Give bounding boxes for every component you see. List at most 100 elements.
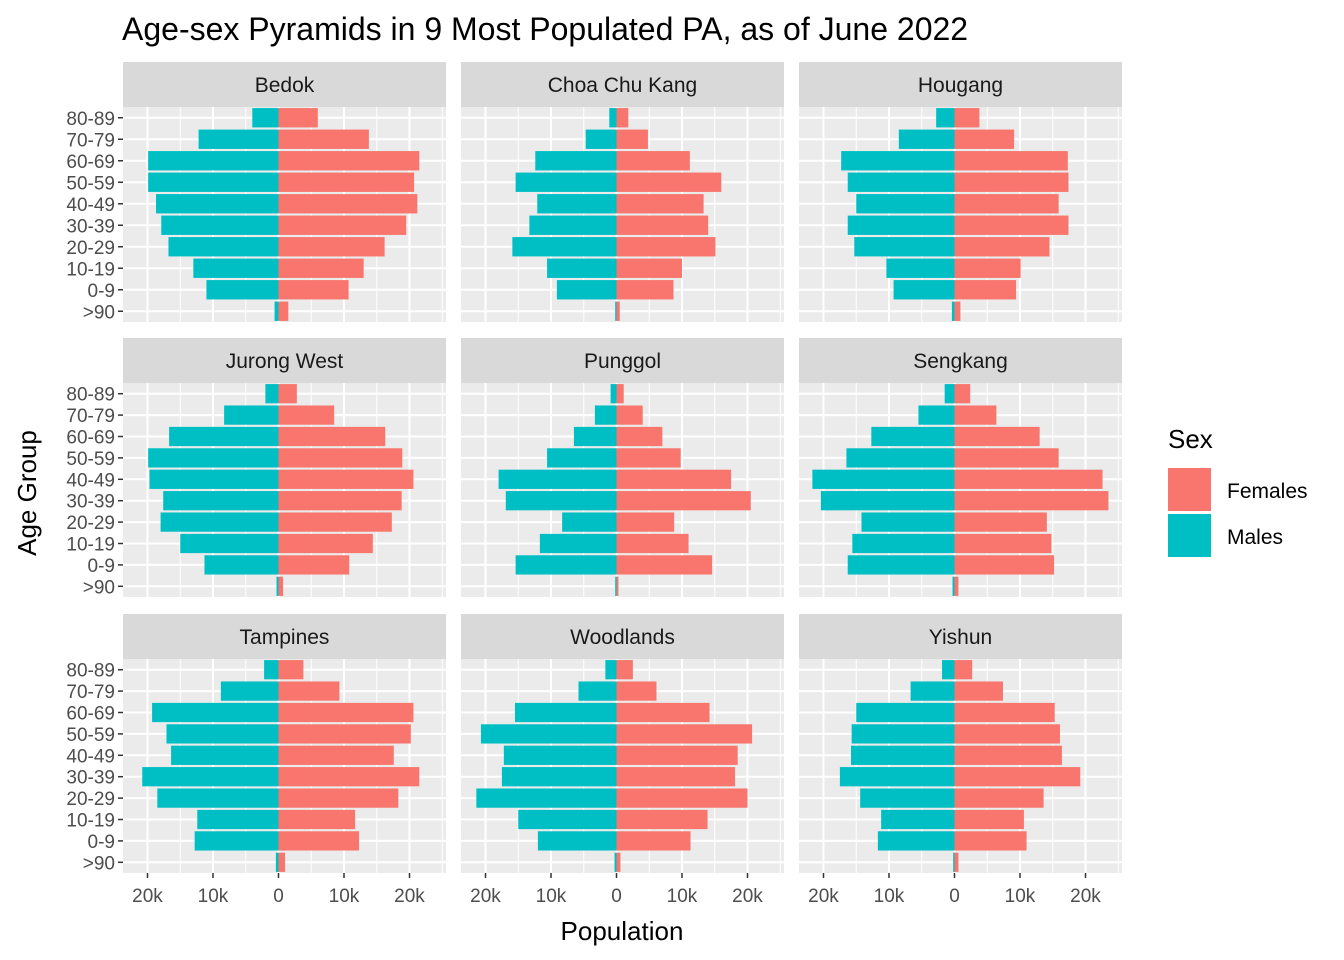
bar-females-tampines [278, 745, 394, 765]
y-tick-label: 0-9 [88, 832, 115, 853]
bar-males-hougang [847, 215, 955, 235]
y-tick-label: 30-39 [66, 216, 115, 237]
y-tick-label: 20-29 [66, 789, 115, 810]
bar-males-hougang [886, 258, 955, 278]
bar-females-yishun [954, 702, 1055, 723]
bar-males-sengkang [918, 405, 955, 425]
y-tick-label: 80-89 [66, 661, 115, 682]
bar-females-tampines [278, 724, 411, 744]
bar-males-choa-chu-kang [515, 172, 617, 192]
bar-males-sengkang [847, 555, 955, 575]
bar-females-woodlands [616, 681, 657, 701]
panel-woodlands: Woodlands 20k 10k 0 10k 20k [461, 614, 784, 907]
bar-males-punggol [573, 426, 617, 447]
bar-males-punggol [547, 448, 617, 468]
bar-females-choa-chu-kang [616, 280, 674, 300]
y-tick-label: 70-79 [66, 406, 115, 427]
bar-males-bedok [198, 129, 279, 149]
bar-females-bedok [278, 194, 418, 214]
x-tick-label: 20k [1070, 886, 1101, 907]
bar-males-jurong-west [180, 533, 279, 554]
bar-males-sengkang [952, 576, 955, 596]
bar-females-woodlands [616, 745, 738, 765]
bar-females-sengkang [954, 491, 1109, 511]
bar-males-tampines [197, 809, 279, 830]
y-tick-label: 40-49 [66, 470, 115, 491]
bar-males-yishun [860, 788, 955, 808]
bar-males-woodlands [514, 702, 617, 723]
bar-males-jurong-west [160, 512, 279, 532]
bar-males-tampines [220, 681, 279, 701]
bar-females-jurong-west [278, 555, 350, 575]
y-tick-label: 0-9 [88, 281, 115, 302]
bar-males-punggol [505, 491, 617, 511]
bar-females-woodlands [616, 702, 710, 723]
bar-females-choa-chu-kang [616, 215, 709, 235]
bar-females-yishun [954, 831, 1027, 851]
bar-males-woodlands [503, 745, 617, 765]
bar-males-sengkang [852, 533, 955, 554]
strip-label-hougang: Hougang [918, 74, 1003, 97]
bar-males-punggol [615, 576, 617, 596]
bar-males-jurong-west [163, 491, 279, 511]
bar-females-punggol [616, 384, 624, 404]
x-tick-label: 10k [198, 886, 229, 907]
bar-males-punggol [515, 555, 617, 575]
bar-males-punggol [562, 512, 617, 532]
bar-females-choa-chu-kang [616, 172, 722, 192]
bar-males-woodlands [518, 809, 617, 830]
bar-females-tampines [278, 681, 340, 701]
bar-males-yishun [953, 852, 955, 872]
x-tick-label: 10k [329, 886, 360, 907]
bar-males-yishun [856, 702, 955, 723]
strip-label-choa-chu-kang: Choa Chu Kang [548, 74, 697, 97]
bar-males-sengkang [871, 426, 955, 447]
bar-males-bedok [274, 301, 279, 321]
bar-males-tampines [157, 788, 279, 808]
strip-label-punggol: Punggol [584, 350, 661, 373]
legend: Sex Females Males [1168, 424, 1308, 557]
bar-females-sengkang [954, 448, 1059, 468]
bar-males-hougang [951, 301, 955, 321]
strip-choa-chu-kang [461, 62, 784, 107]
bar-males-yishun [942, 660, 955, 680]
strip-label-jurong-west: Jurong West [226, 350, 344, 373]
bar-males-jurong-west [204, 555, 279, 575]
strip-yishun [799, 614, 1122, 659]
strip-jurong-west [123, 338, 446, 383]
x-tick-label: 20k [132, 886, 163, 907]
strip-label-yishun: Yishun [929, 626, 992, 649]
bar-females-yishun [954, 660, 973, 680]
y-tick-label: 20-29 [66, 513, 115, 534]
bar-males-bedok [168, 237, 279, 257]
y-tick-label: 10-19 [66, 259, 115, 280]
bar-females-yishun [954, 809, 1024, 830]
bar-males-jurong-west [149, 469, 279, 489]
bar-females-bedok [278, 108, 318, 128]
bar-females-tampines [278, 809, 356, 830]
bar-males-choa-chu-kang [529, 215, 617, 235]
y-axis-title: Age Group [12, 430, 42, 556]
bar-females-hougang [954, 129, 1015, 149]
bar-females-hougang [954, 237, 1050, 257]
y-tick-label: >90 [83, 853, 115, 874]
bar-females-yishun [954, 767, 1081, 787]
strip-label-bedok: Bedok [255, 74, 315, 97]
panel-bedok: Bedok 80-8970-7960-6950-5940-4930-3920-29… [66, 62, 446, 323]
bar-males-bedok [161, 215, 279, 235]
bar-males-choa-chu-kang [547, 258, 617, 278]
bar-females-bedok [278, 172, 415, 192]
bar-males-jurong-west [169, 426, 279, 447]
bar-males-hougang [893, 280, 955, 300]
bar-females-bedok [278, 151, 420, 171]
bar-females-bedok [278, 215, 407, 235]
bar-females-yishun [954, 852, 959, 872]
bar-males-choa-chu-kang [609, 108, 617, 128]
bar-females-tampines [278, 660, 304, 680]
strip-hougang [799, 62, 1122, 107]
x-tick-label: 10k [874, 886, 905, 907]
strip-label-tampines: Tampines [240, 626, 330, 649]
y-tick-label: 60-69 [66, 152, 115, 173]
bar-females-woodlands [616, 660, 633, 680]
